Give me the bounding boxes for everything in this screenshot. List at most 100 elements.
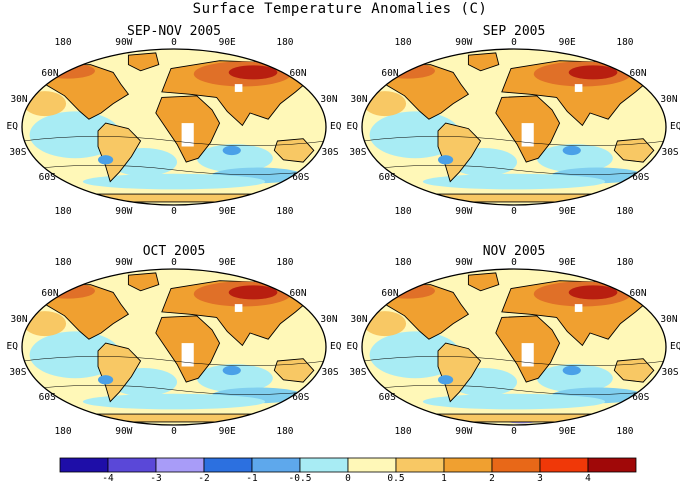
cool-indian-patch <box>536 144 613 173</box>
colorbar-tick-label: 2 <box>489 473 495 484</box>
map-field-3 <box>362 269 666 425</box>
colorbar-tick-label: -0.5 <box>288 473 312 484</box>
contour-line <box>22 136 326 146</box>
lon-tick-label-bottom: 180 <box>394 206 412 217</box>
hottest-siberia-patch <box>568 285 618 300</box>
lon-tick-label-top: 90W <box>115 257 133 268</box>
lon-tick-label-top: 90W <box>115 37 133 48</box>
lon-tick-label-bottom: 0 <box>171 206 177 217</box>
warm-north-pacific-patch <box>23 311 67 337</box>
lat-tick-label-left: 60N <box>41 287 59 299</box>
continent-greenland <box>467 52 500 72</box>
continent-greenland <box>467 272 500 292</box>
lon-tick-label-top: 180 <box>616 257 634 268</box>
lon-tick-label-top: 180 <box>54 37 72 48</box>
cool-indian-patch <box>196 144 273 173</box>
lon-tick-label-bottom: 180 <box>54 426 72 437</box>
cool-southern-band <box>82 393 266 410</box>
lon-tick-label-top: 90E <box>558 37 576 48</box>
lon-tick-label-bottom: 180 <box>276 426 294 437</box>
map-field-0 <box>22 49 326 205</box>
warm-north-pacific-patch <box>363 311 407 337</box>
lat-tick-label-left: EQ <box>346 121 358 132</box>
lon-tick-label-top: 180 <box>276 37 294 48</box>
continent-southAmerica <box>97 342 142 403</box>
continent-antarctica <box>37 193 311 203</box>
continent-antarctica <box>377 193 651 203</box>
lat-tick-label-right: 60N <box>629 287 647 299</box>
colorbar-tick-label: -3 <box>150 473 162 484</box>
cool-southern-band <box>82 173 266 190</box>
colorbar-box <box>347 457 397 473</box>
cold-indian-spot <box>222 145 241 156</box>
lon-tick-label-bottom: 180 <box>616 426 634 437</box>
cold-indian-spot <box>222 365 241 376</box>
lon-tick-label-top: 180 <box>394 257 412 268</box>
missing-data-asia <box>574 84 583 92</box>
lon-tick-label-bottom: 90W <box>115 426 133 437</box>
panel-title: SEP 2005 <box>482 24 546 39</box>
map-outline <box>361 268 667 426</box>
cold-atlantic-spot <box>98 375 114 385</box>
lat-tick-label-right: 60S <box>292 172 310 184</box>
lon-tick-label-bottom: 0 <box>511 426 517 437</box>
lat-tick-label-left: 30N <box>10 93 28 105</box>
lat-tick-label-right: 30N <box>320 313 338 325</box>
lon-tick-label-bottom: 180 <box>394 426 412 437</box>
lon-tick-label-bottom: 0 <box>511 206 517 217</box>
lat-tick-label-right: EQ <box>330 341 342 352</box>
warm-north-pacific-patch <box>23 91 67 117</box>
colorbar-box <box>203 457 253 473</box>
cool-indian-patch <box>196 364 273 393</box>
missing-data-asia <box>234 84 243 92</box>
lon-tick-label-top: 0 <box>171 257 177 268</box>
lon-tick-label-top: 0 <box>511 37 517 48</box>
lat-tick-label-left: 60N <box>381 287 399 299</box>
contour-line <box>22 384 326 395</box>
map-outline <box>21 48 327 206</box>
continent-greenland <box>127 272 160 292</box>
lon-tick-label-top: 0 <box>511 257 517 268</box>
lat-tick-label-left: 60N <box>381 67 399 79</box>
colorbar-tick-label: 0 <box>345 473 351 484</box>
missing-data-sahara <box>181 123 194 147</box>
missing-data-asia <box>574 304 583 312</box>
lat-tick-label-right: 30N <box>660 93 678 105</box>
contour-line <box>362 136 666 146</box>
missing-data-sahara <box>181 343 194 367</box>
lat-tick-label-right: 30S <box>321 146 339 158</box>
panel-title: NOV 2005 <box>482 244 546 259</box>
cold-indian-spot <box>562 145 581 156</box>
lat-tick-label-right: 30S <box>661 366 679 378</box>
contour-line <box>362 164 666 175</box>
lat-tick-label-right: EQ <box>330 121 342 132</box>
cool-southern-band <box>422 173 606 190</box>
lon-tick-label-bottom: 90E <box>218 206 236 217</box>
cold-atlantic-spot <box>98 155 114 165</box>
lon-tick-label-top: 0 <box>171 37 177 48</box>
panel-title: OCT 2005 <box>142 244 206 259</box>
lat-tick-label-left: 30S <box>349 146 367 158</box>
lon-tick-label-bottom: 180 <box>616 206 634 217</box>
cold-indian-spot <box>562 365 581 376</box>
lon-tick-label-top: 180 <box>276 257 294 268</box>
lat-tick-label-left: EQ <box>6 121 18 132</box>
lat-tick-label-right: EQ <box>670 121 680 132</box>
colorbar-box <box>59 457 109 473</box>
lat-tick-label-left: EQ <box>6 341 18 352</box>
lat-tick-label-left: 60S <box>378 172 396 184</box>
lat-tick-label-right: 60S <box>632 172 650 184</box>
colorbar-box <box>491 457 541 473</box>
lon-tick-label-top: 180 <box>54 257 72 268</box>
lon-tick-label-top: 90W <box>455 37 473 48</box>
lat-tick-label-left: 30S <box>349 366 367 378</box>
lat-tick-label-right: 60S <box>632 392 650 404</box>
colorbar-tick-label: -2 <box>198 473 210 484</box>
lon-tick-label-bottom: 180 <box>54 206 72 217</box>
contour-line <box>22 356 326 366</box>
colorbar-box <box>251 457 301 473</box>
continent-greenland <box>127 52 160 72</box>
lat-tick-label-right: 30N <box>660 313 678 325</box>
colorbar-tick-label: 4 <box>585 473 591 484</box>
continent-southAmerica <box>437 342 482 403</box>
